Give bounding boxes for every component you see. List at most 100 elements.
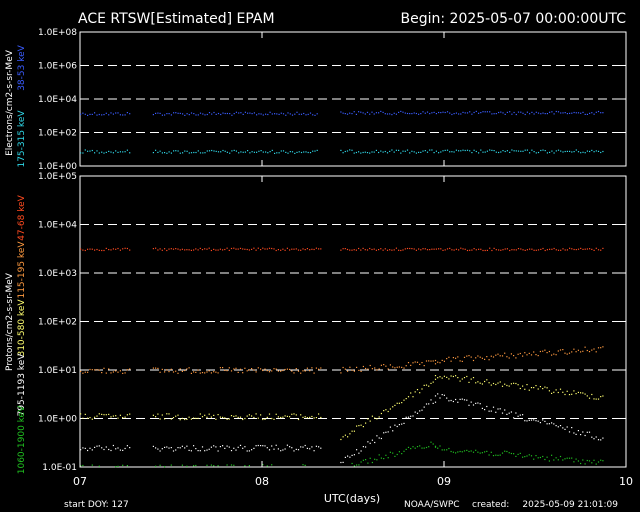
- data-point: [355, 249, 357, 251]
- data-point: [403, 422, 405, 424]
- data-point: [559, 455, 562, 458]
- data-point: [555, 457, 557, 459]
- data-point: [186, 249, 188, 251]
- data-point: [284, 368, 286, 371]
- data-point: [415, 152, 417, 154]
- data-point: [318, 413, 320, 415]
- data-point: [471, 152, 473, 154]
- data-point: [571, 427, 573, 429]
- data-point: [291, 370, 293, 372]
- y-tick-label: 1.0E+06: [38, 62, 77, 72]
- data-point: [517, 415, 519, 417]
- data-point: [230, 450, 233, 452]
- data-point: [529, 248, 531, 250]
- data-point: [526, 455, 528, 457]
- data-point: [233, 447, 235, 449]
- data-point: [386, 113, 389, 115]
- data-point: [522, 456, 524, 458]
- data-point: [195, 248, 197, 250]
- data-point: [255, 413, 257, 415]
- data-point: [526, 354, 528, 356]
- data-point: [542, 350, 544, 352]
- data-point: [204, 114, 206, 116]
- data-point: [362, 247, 364, 249]
- data-point: [314, 114, 316, 116]
- data-point: [493, 150, 495, 152]
- data-point: [416, 361, 419, 363]
- data-point: [535, 385, 537, 387]
- data-point: [262, 114, 264, 116]
- data-point: [549, 111, 551, 113]
- y-tick-label: 1.0E+05: [38, 172, 77, 182]
- data-point: [89, 447, 91, 449]
- data-point: [103, 152, 105, 154]
- data-point: [537, 151, 540, 154]
- data-point: [478, 248, 480, 250]
- data-point: [219, 416, 221, 418]
- data-point: [555, 425, 557, 427]
- data-point: [96, 150, 98, 152]
- data-point: [108, 368, 110, 370]
- data-point: [302, 416, 304, 418]
- data-point: [439, 376, 441, 378]
- data-point: [316, 149, 318, 151]
- data-point: [575, 393, 577, 395]
- data-point: [502, 150, 504, 152]
- data-point: [546, 387, 548, 389]
- data-point: [469, 111, 471, 113]
- data-point: [122, 417, 124, 419]
- data-point: [179, 447, 181, 449]
- data-point: [342, 112, 344, 114]
- data-point: [602, 247, 604, 249]
- data-point: [481, 407, 483, 409]
- data-point: [459, 398, 461, 400]
- data-point: [401, 366, 403, 368]
- data-point: [437, 393, 439, 395]
- data-point: [110, 449, 112, 452]
- data-point: [455, 452, 457, 454]
- data-point: [428, 385, 430, 387]
- data-point: [276, 152, 278, 154]
- data-point: [531, 111, 533, 113]
- data-point: [475, 357, 477, 359]
- data-point: [428, 446, 430, 448]
- data-point: [119, 151, 121, 153]
- data-point: [409, 113, 411, 115]
- data-point: [371, 111, 373, 113]
- data-point: [593, 249, 595, 251]
- data-point: [161, 368, 163, 370]
- data-point: [268, 371, 271, 373]
- data-point: [412, 415, 414, 417]
- data-point: [533, 249, 535, 251]
- data-point: [387, 457, 389, 459]
- data-point: [277, 448, 279, 450]
- data-point: [442, 111, 444, 113]
- data-point: [80, 152, 82, 154]
- data-point: [306, 417, 308, 419]
- data-point: [380, 150, 382, 152]
- data-point: [513, 382, 515, 384]
- data-point: [573, 390, 575, 392]
- data-point: [429, 249, 431, 251]
- data-point: [302, 248, 304, 250]
- data-point: [159, 371, 161, 373]
- data-point: [222, 367, 224, 369]
- data-point: [515, 249, 517, 251]
- data-point: [275, 249, 277, 252]
- data-point: [103, 414, 105, 416]
- data-point: [213, 111, 215, 114]
- data-point: [168, 113, 170, 115]
- data-point: [519, 387, 521, 390]
- data-point: [231, 114, 233, 116]
- data-point: [557, 426, 559, 428]
- data-point: [591, 112, 593, 114]
- data-point: [380, 412, 382, 415]
- data-point: [478, 152, 480, 154]
- data-point: [356, 425, 358, 427]
- data-point: [455, 112, 457, 114]
- data-point: [264, 445, 266, 447]
- data-point: [457, 401, 459, 403]
- data-point: [155, 416, 157, 418]
- data-point: [548, 350, 550, 353]
- data-point: [451, 249, 453, 251]
